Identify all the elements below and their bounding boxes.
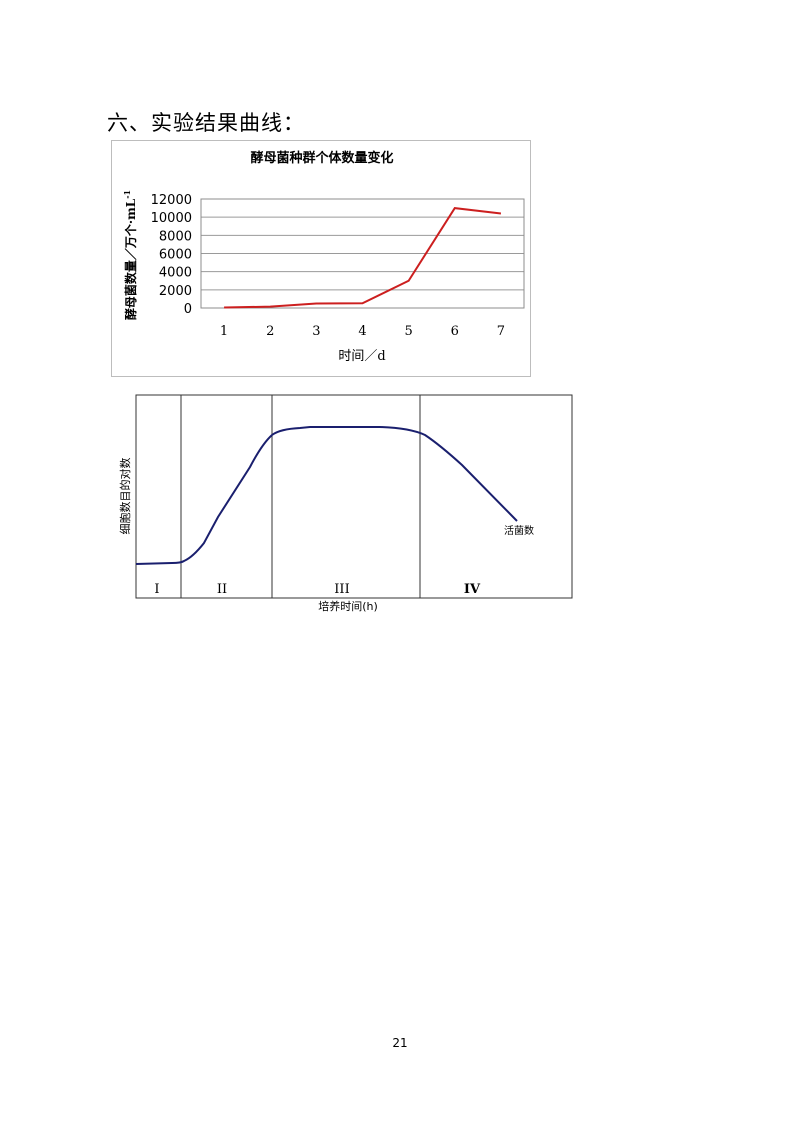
growth-y-axis-label-group: 细胞数目的对数 xyxy=(118,458,132,535)
growth-curve-line xyxy=(135,426,518,565)
yeast-y-tick-labels: 0 2000 4000 6000 8000 10000 12000 xyxy=(151,193,192,317)
yeast-x-tick-label: 3 xyxy=(312,324,320,339)
yeast-y-axis-label-group: 酵母菌数量／万个·mL-1 xyxy=(122,190,138,320)
yeast-chart-frame xyxy=(111,140,531,377)
yeast-y-tick-label: 0 xyxy=(184,302,192,317)
growth-x-axis-label: 培养时间(h) xyxy=(318,599,378,613)
yeast-chart-title: 酵母菌种群个体数量变化 xyxy=(250,150,393,166)
yeast-y-tick-label: 4000 xyxy=(159,266,192,281)
yeast-x-tick-label: 1 xyxy=(220,324,228,339)
yeast-y-tick-label: 12000 xyxy=(151,193,192,208)
yeast-y-axis-label: 酵母菌数量／万个·mL-1 xyxy=(122,190,138,320)
growth-plot-frame xyxy=(135,394,573,599)
page-number: 21 xyxy=(392,1036,408,1050)
yeast-x-tick-label: 2 xyxy=(266,324,274,339)
yeast-x-tick-labels: 1 2 3 4 5 6 7 xyxy=(220,324,505,339)
growth-y-axis-label: 细胞数目的对数 xyxy=(118,458,132,535)
yeast-x-axis-label: 时间／d xyxy=(338,349,385,364)
yeast-y-axis-label-sup: -1 xyxy=(122,190,132,199)
yeast-y-tick-label: 6000 xyxy=(159,248,192,263)
yeast-x-tick-label: 7 xyxy=(497,324,505,339)
yeast-x-tick-label: 5 xyxy=(405,324,413,339)
growth-curve-chart: I II III IV 活菌数 培养时间(h) 细胞数目的对数 xyxy=(118,394,573,613)
yeast-y-tick-label: 2000 xyxy=(159,284,192,299)
yeast-y-tick-label: 10000 xyxy=(151,211,192,226)
curve-label: 活菌数 xyxy=(504,524,534,537)
yeast-y-tick-label: 8000 xyxy=(159,229,192,244)
yeast-x-tick-label: 6 xyxy=(451,324,459,339)
yeast-series-line xyxy=(224,207,502,309)
section-heading: 六、实验结果曲线： xyxy=(107,111,305,135)
yeast-chart: 0 2000 4000 6000 8000 10000 12000 1 2 3 4 5 6 7 酵母菌种… xyxy=(122,150,525,364)
yeast-plot-area xyxy=(200,198,525,309)
phase-label-2: II xyxy=(217,582,227,597)
yeast-y-axis-label-text: 酵母菌数量／万个·mL xyxy=(123,198,138,320)
phase-label-4: IV xyxy=(464,582,481,597)
phase-label-3: III xyxy=(334,582,349,597)
phase-label-1: I xyxy=(154,582,159,597)
yeast-x-tick-label: 4 xyxy=(358,324,366,339)
